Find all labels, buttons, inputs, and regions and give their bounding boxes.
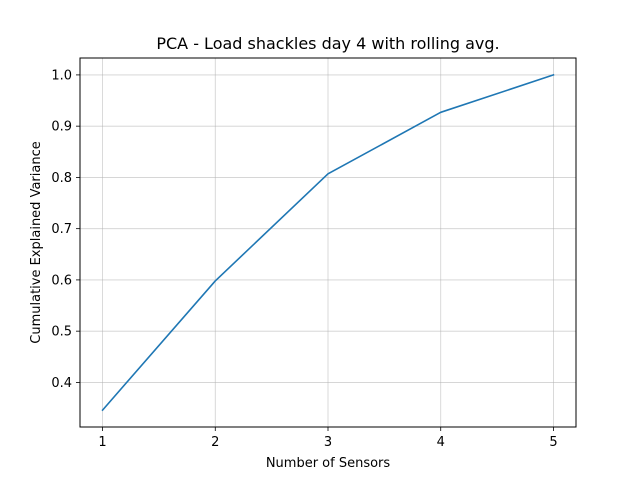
y-axis-ticks: 0.4 0.5 0.6 0.7 0.8 0.9 1.0 <box>51 68 80 391</box>
chart-title: PCA - Load shackles day 4 with rolling a… <box>156 34 499 53</box>
x-axis-label: Number of Sensors <box>266 456 391 471</box>
x-tick-label: 3 <box>324 435 332 450</box>
y-tick-label: 0.7 <box>51 222 72 237</box>
series-group <box>101 73 555 412</box>
y-tick-label: 0.4 <box>51 376 72 391</box>
y-tick-label: 0.9 <box>51 120 72 135</box>
grid <box>80 58 576 427</box>
x-tick-label: 1 <box>98 435 106 450</box>
series-line <box>101 73 555 412</box>
x-tick-label: 4 <box>437 435 445 450</box>
x-tick-label: 5 <box>549 435 557 450</box>
y-tick-label: 1.0 <box>51 68 72 83</box>
y-tick-label: 0.5 <box>51 325 72 340</box>
x-tick-label: 2 <box>211 435 219 450</box>
y-tick-label: 0.8 <box>51 171 72 186</box>
x-axis-ticks: 1 2 3 4 5 <box>98 427 558 450</box>
y-tick-label: 0.6 <box>51 273 72 288</box>
y-axis-label: Cumulative Explained Variance <box>29 141 44 343</box>
